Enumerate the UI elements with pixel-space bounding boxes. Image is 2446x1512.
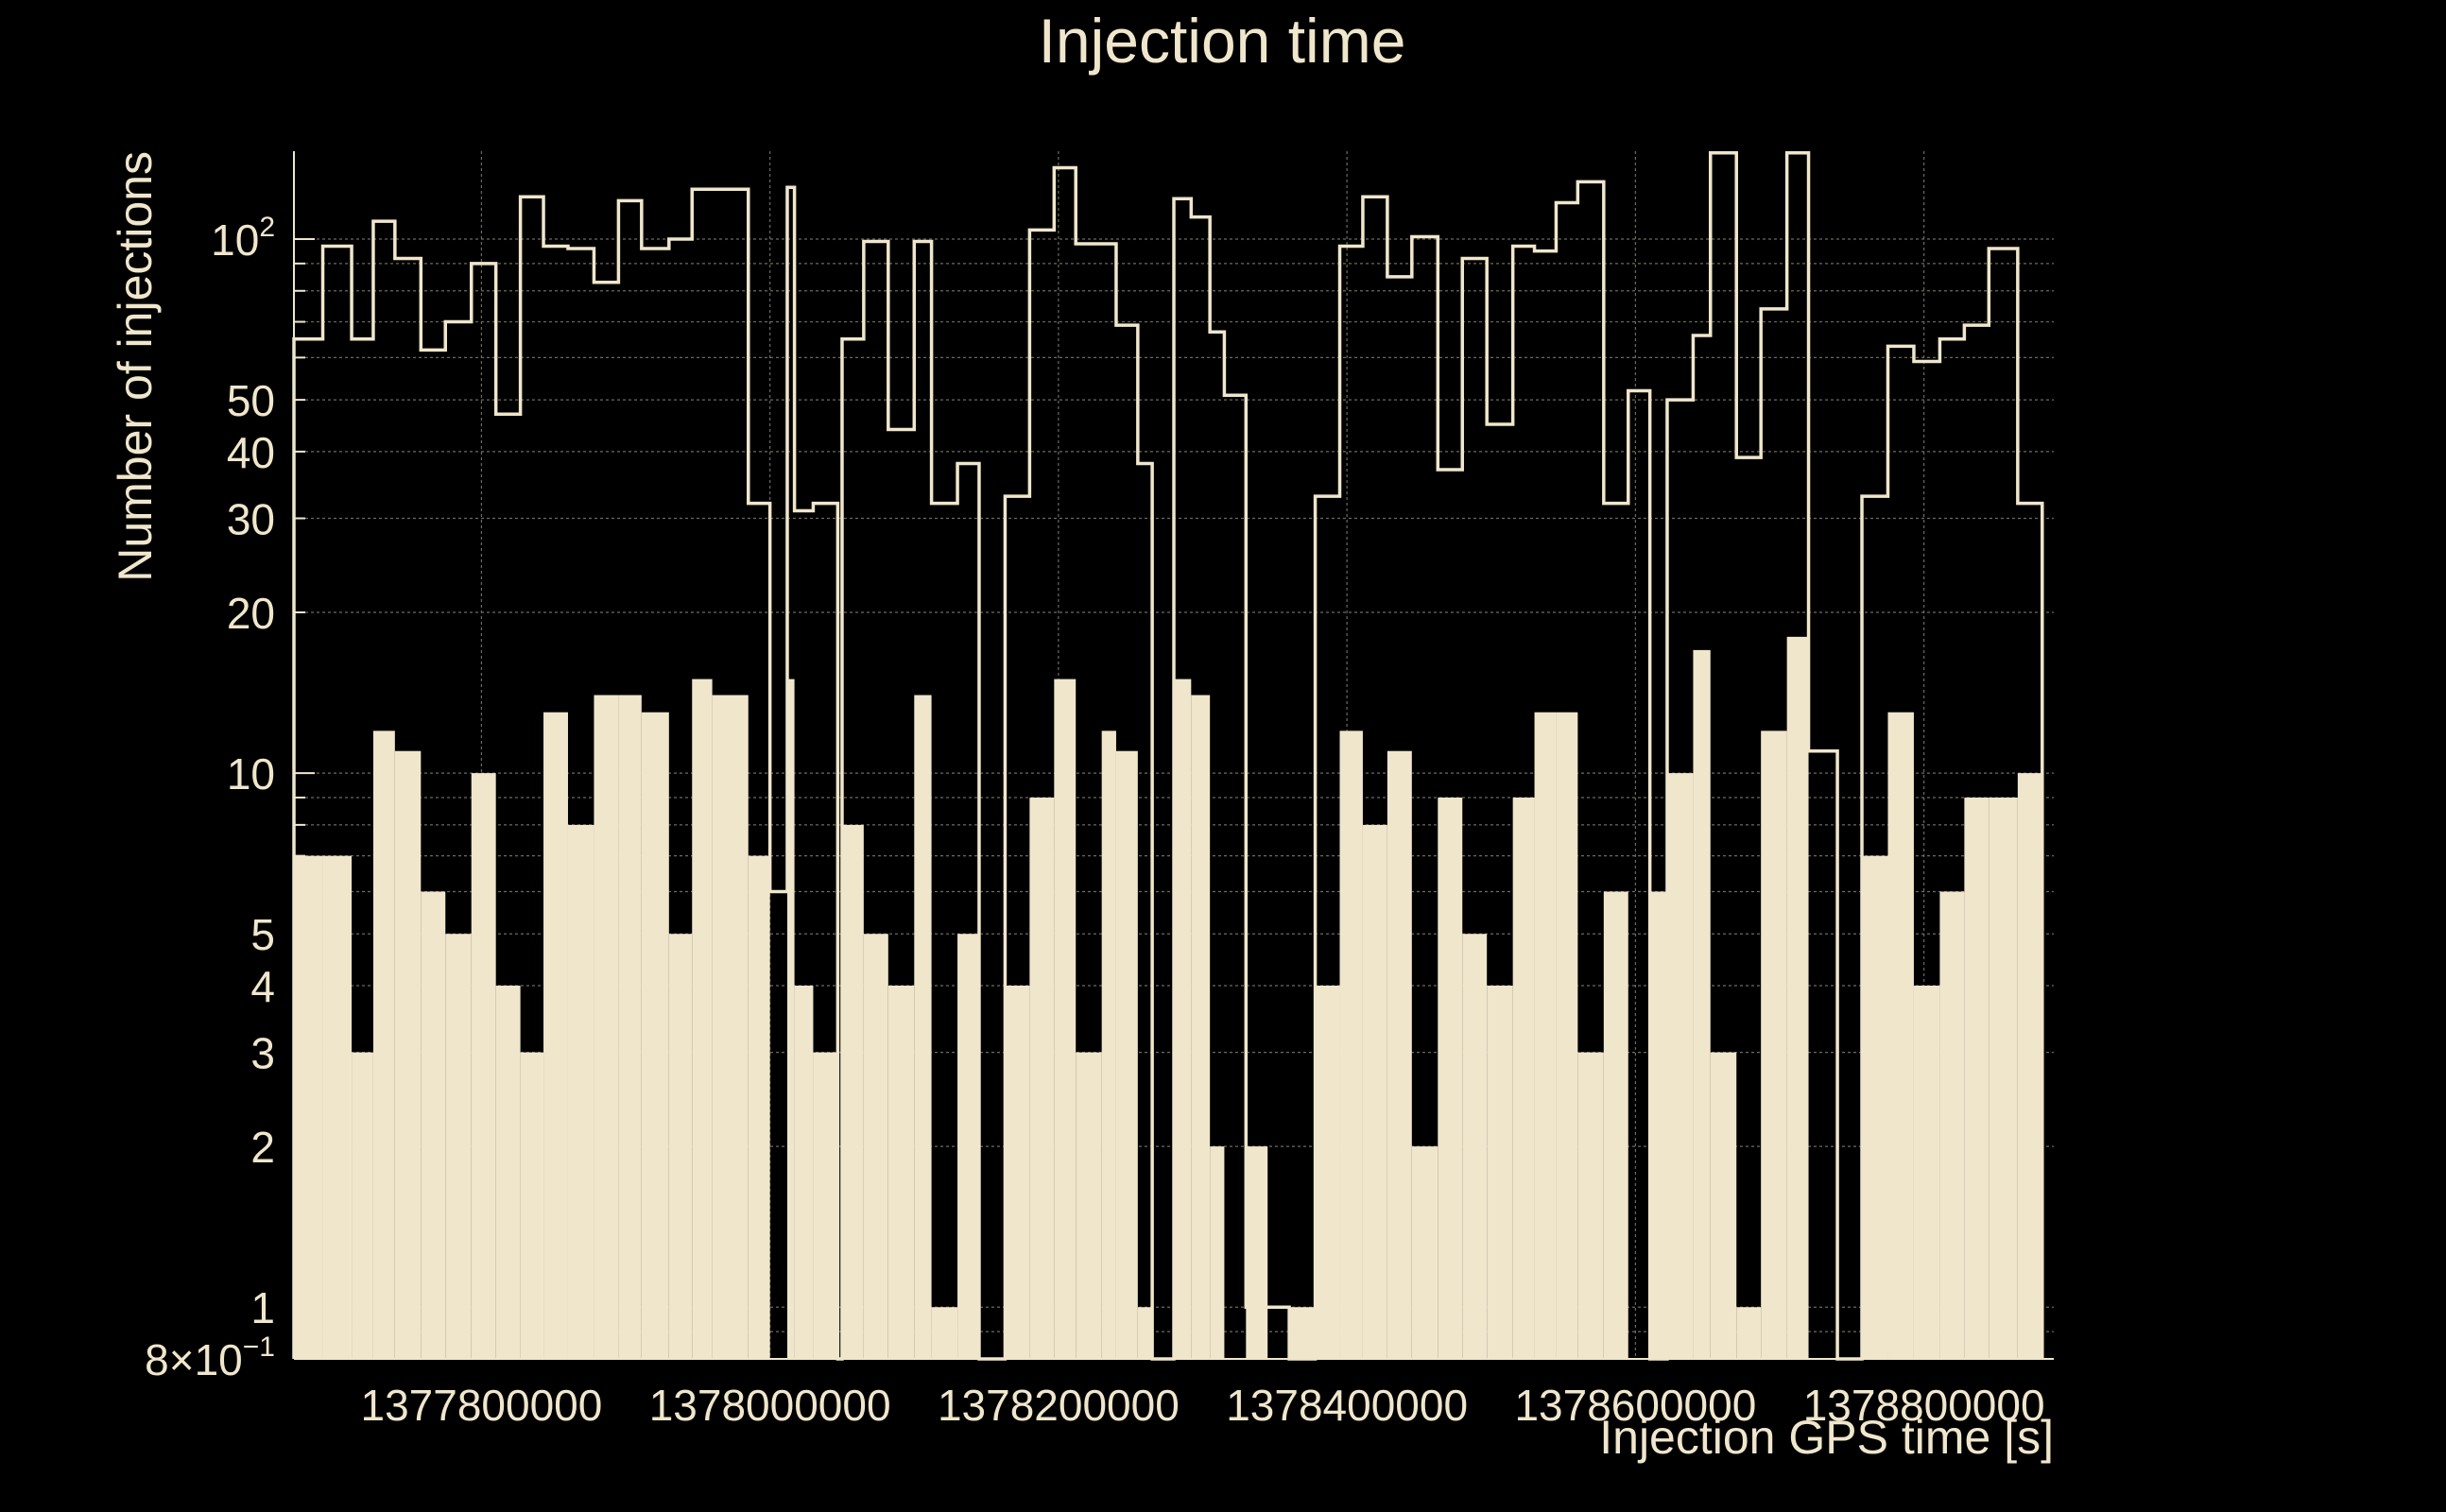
bar	[692, 679, 713, 1359]
chart-title: Injection time	[1039, 6, 1406, 76]
bar	[1174, 679, 1192, 1359]
bar	[1512, 797, 1535, 1359]
bar	[1577, 1052, 1604, 1359]
y-tick-label: 2	[250, 1123, 275, 1172]
bar	[394, 750, 422, 1359]
bar	[1115, 750, 1138, 1359]
bar	[1649, 891, 1667, 1359]
bar	[1339, 730, 1363, 1359]
bar	[1387, 750, 1412, 1359]
y-tick-label: 4	[250, 962, 275, 1011]
bar	[1289, 1307, 1316, 1359]
bar	[1054, 679, 1077, 1359]
bar	[668, 934, 693, 1359]
bar	[1710, 1052, 1737, 1359]
y-axis-label: Number of injections	[109, 151, 162, 582]
y-tick-label-min: 8×10−1	[145, 1332, 275, 1384]
bar	[294, 855, 323, 1359]
bar	[931, 1307, 958, 1359]
bar	[594, 695, 619, 1359]
y-tick-label: 30	[227, 494, 275, 543]
bar	[352, 1052, 373, 1359]
bar	[1913, 986, 1940, 1359]
y-tick-label: 3	[250, 1029, 275, 1078]
bar	[543, 712, 568, 1359]
bar	[520, 1052, 544, 1359]
x-tick-label: 1378200000	[938, 1381, 1180, 1430]
bar	[914, 695, 932, 1359]
bar	[863, 934, 888, 1359]
bar	[1411, 1146, 1438, 1359]
bar	[1246, 1146, 1268, 1359]
y-tick-label: 20	[227, 589, 275, 638]
bar	[1603, 891, 1628, 1359]
bar	[1534, 712, 1557, 1359]
bar	[1556, 712, 1578, 1359]
filled-histogram	[294, 636, 2042, 1359]
bar	[322, 855, 353, 1359]
bar	[1939, 891, 1965, 1359]
bar	[1693, 649, 1711, 1359]
bar	[1438, 797, 1463, 1359]
bar	[567, 824, 594, 1359]
bar	[421, 891, 446, 1359]
bar	[794, 986, 814, 1359]
axes	[293, 151, 2054, 1360]
bar	[495, 986, 521, 1359]
bar	[471, 773, 496, 1359]
bar	[1029, 797, 1055, 1359]
bar	[1786, 636, 1809, 1359]
bar	[1736, 1307, 1762, 1359]
bar	[1210, 1146, 1225, 1359]
x-tick-label: 1378800000	[1803, 1381, 2045, 1430]
bar	[1862, 855, 1888, 1359]
y-tick-label: 40	[227, 428, 275, 477]
x-tick-label: 1378400000	[1226, 1381, 1468, 1430]
bar	[2017, 773, 2042, 1359]
bar	[1005, 986, 1030, 1359]
y-tick-label: 5	[250, 910, 275, 959]
y-tick-label-power: 102	[211, 212, 275, 265]
bar	[1964, 797, 1990, 1359]
x-tick-label: 1377800000	[360, 1381, 602, 1430]
bar	[957, 934, 979, 1359]
bar	[841, 824, 864, 1359]
bar	[1887, 712, 1914, 1359]
bar	[1315, 986, 1340, 1359]
bar	[887, 986, 915, 1359]
bar	[618, 695, 642, 1359]
y-tick-label: 10	[227, 749, 275, 799]
bar	[1362, 824, 1387, 1359]
bar	[1761, 730, 1787, 1359]
bar	[712, 695, 749, 1359]
bar	[641, 712, 669, 1359]
x-tick-label: 1378600000	[1514, 1381, 1756, 1430]
y-tick-label: 1	[250, 1283, 275, 1332]
bar	[748, 855, 770, 1359]
bar	[445, 934, 472, 1359]
bar	[1487, 986, 1513, 1359]
bar	[1666, 773, 1694, 1359]
bar	[1076, 1052, 1102, 1359]
bar	[813, 1052, 838, 1359]
bar	[1101, 730, 1116, 1359]
bar	[372, 730, 395, 1359]
bar	[1137, 1307, 1153, 1359]
bar	[1989, 797, 2018, 1359]
bar	[1462, 934, 1488, 1359]
bar	[1191, 695, 1211, 1359]
y-tick-label: 50	[227, 376, 275, 425]
x-tick-label: 1378000000	[649, 1381, 891, 1430]
bar	[786, 679, 795, 1359]
x-tick-labels: 1377800000 1378000000 1378200000 1378400000…	[360, 1381, 2044, 1430]
x-axis-label: Injection GPS time [s]	[1599, 1411, 2054, 1464]
